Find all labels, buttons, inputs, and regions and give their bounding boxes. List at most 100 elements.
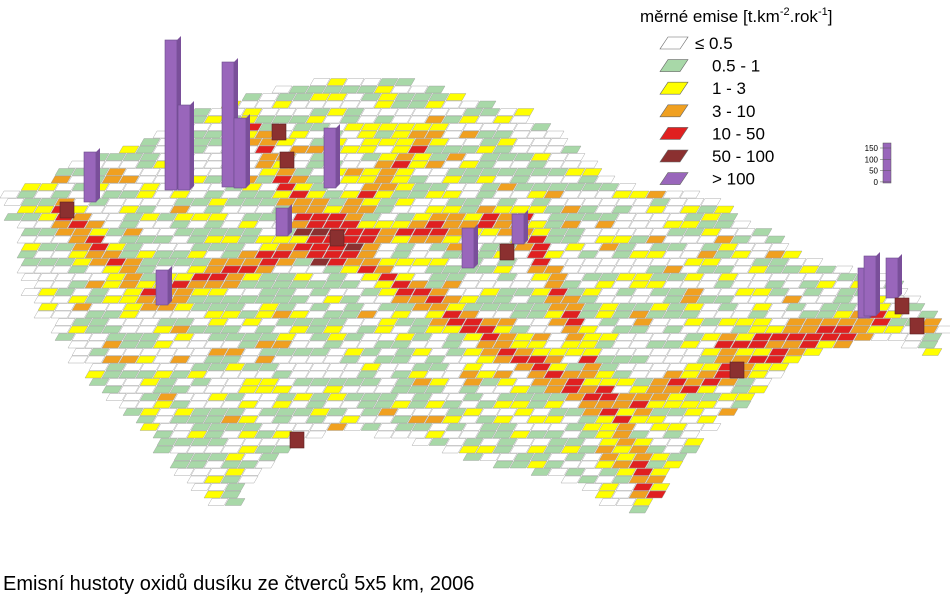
map-cell (105, 363, 127, 371)
map-cell (768, 363, 790, 371)
map-cell (186, 325, 208, 334)
map-cell (615, 468, 637, 476)
map-cell (883, 325, 905, 334)
map-cell (394, 273, 416, 281)
map-cell (271, 370, 293, 379)
map-cell (666, 348, 688, 356)
map-cell (564, 333, 586, 341)
map-cell (611, 325, 633, 334)
map-cell (798, 310, 820, 319)
map-cell (118, 400, 140, 409)
map-cell (105, 273, 127, 281)
map-cell (428, 198, 450, 206)
map-cell (666, 363, 688, 371)
map-cell (717, 213, 739, 221)
map-cell (560, 175, 582, 184)
map-cell (390, 400, 412, 409)
map-cell (339, 310, 361, 319)
map-cell (632, 438, 654, 446)
map-cell (411, 198, 433, 206)
legend-swatch (659, 172, 689, 185)
map-cell (662, 190, 684, 199)
map-cell (560, 460, 582, 469)
map-cell (496, 303, 518, 311)
map-cell (509, 265, 531, 274)
map-cell (275, 243, 297, 251)
map-cell (224, 273, 246, 281)
map-cell (390, 340, 412, 349)
map-cell (305, 430, 327, 439)
map-cell (169, 430, 191, 439)
map-cell (254, 175, 276, 184)
map-cell (71, 258, 93, 266)
map-cell (105, 168, 127, 176)
map-cell (598, 378, 620, 386)
map-cell (428, 393, 450, 401)
emission-column (279, 151, 295, 169)
map-cell (679, 370, 701, 379)
map-cell (71, 318, 93, 326)
map-cell (441, 445, 463, 454)
map-cell (594, 415, 616, 424)
map-cell (84, 295, 106, 304)
map-cell (71, 213, 93, 221)
map-cell (734, 228, 756, 236)
map-cell (934, 325, 950, 334)
map-cell (628, 460, 650, 469)
map-cell (84, 355, 106, 364)
map-cell (258, 438, 280, 446)
map-cell (84, 250, 106, 259)
map-cell (50, 220, 72, 229)
map-cell (645, 400, 667, 409)
map-cell (271, 250, 293, 259)
map-cell (785, 288, 807, 296)
map-cell (662, 355, 684, 364)
map-cell (105, 243, 127, 251)
map-cell (598, 333, 620, 341)
map-cell (390, 385, 412, 394)
map-cell (696, 355, 718, 364)
map-cell (594, 250, 616, 259)
map-cell (33, 190, 55, 199)
emission-column-side (96, 148, 100, 202)
map-cell (581, 453, 603, 461)
map-cell (360, 378, 382, 386)
map-cell (730, 295, 752, 304)
map-cell (645, 430, 667, 439)
map-cell (615, 243, 637, 251)
map-cell (662, 250, 684, 259)
map-cell (764, 235, 786, 244)
map-cell (509, 145, 531, 154)
map-cell (683, 303, 705, 311)
map-cell (764, 325, 786, 334)
map-cell (394, 243, 416, 251)
map-cell (254, 310, 276, 319)
map-cell (122, 153, 144, 161)
map-cell (530, 168, 552, 176)
map-cell (309, 78, 331, 86)
map-cell (220, 415, 242, 424)
map-cell (292, 213, 314, 221)
map-cell (747, 250, 769, 259)
map-cell (237, 190, 259, 199)
map-cell (577, 175, 599, 184)
map-cell (288, 370, 310, 379)
map-cell (207, 483, 229, 491)
map-cell (615, 393, 637, 401)
map-cell (122, 243, 144, 251)
map-cell (632, 228, 654, 236)
map-cell (173, 393, 195, 401)
map-cell (139, 198, 161, 206)
map-cell (322, 400, 344, 409)
map-cell (458, 295, 480, 304)
map-cell (560, 400, 582, 409)
map-cell (717, 408, 739, 416)
map-cell (513, 423, 535, 431)
map-cell (237, 430, 259, 439)
map-cell (343, 423, 365, 431)
map-cell (237, 475, 259, 484)
map-cell (305, 280, 327, 289)
map-cell (33, 265, 55, 274)
map-cell (394, 123, 416, 131)
map-cell (598, 498, 620, 506)
